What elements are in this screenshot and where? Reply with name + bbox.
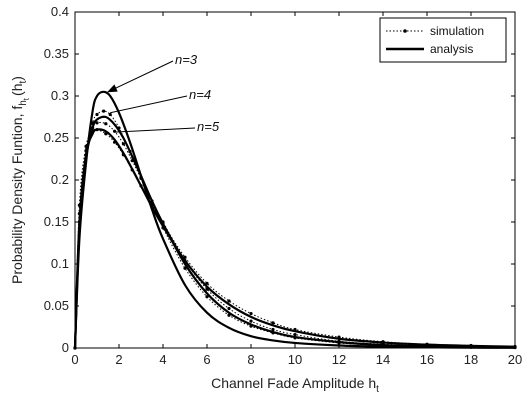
simulation-point-n3	[271, 331, 275, 335]
x-tick-label: 4	[159, 352, 166, 367]
simulation-point-n4	[130, 159, 134, 163]
simulation-line-n5	[74, 128, 516, 349]
simulation-point-n5	[91, 129, 95, 133]
simulation-point-n5	[271, 321, 275, 325]
simulation-point-n4	[337, 339, 341, 343]
simulation-point-n4	[104, 122, 108, 126]
y-tick-label: 0.2	[51, 172, 69, 187]
simulation-point-n4	[249, 319, 253, 323]
simulation-point-n3	[227, 313, 231, 317]
simulation-point-n3	[249, 324, 253, 328]
y-axis-title: Probability Density Funtion, fht(ht)	[9, 76, 31, 284]
y-tick-label: 0	[62, 340, 69, 355]
simulation-point-n4	[205, 287, 209, 291]
simulation-point-n4	[150, 199, 154, 203]
simulation-point-n5	[104, 132, 108, 136]
x-tick-label: 18	[464, 352, 478, 367]
simulation-point-n5	[84, 144, 88, 148]
x-tick-label: 14	[376, 352, 390, 367]
simulation-point-n5	[381, 340, 385, 344]
annotation-label: n=5	[197, 119, 220, 134]
y-tick-label: 0.05	[44, 298, 69, 313]
simulation-point-n3	[91, 121, 95, 125]
x-tick-label: 20	[508, 352, 522, 367]
y-axis-title-subsubscript: t	[22, 97, 31, 100]
x-tick-label: 16	[420, 352, 434, 367]
simulation-point-n5	[77, 203, 81, 207]
simulation-point-n3	[102, 109, 106, 113]
x-tick-label: 12	[332, 352, 346, 367]
simulation-point-n5	[183, 255, 187, 259]
x-tick-label: 0	[71, 352, 78, 367]
simulation-point-n3	[205, 295, 209, 299]
annotation-label: n=3	[175, 52, 198, 67]
x-tick-label: 8	[247, 352, 254, 367]
simulation-line-n3	[74, 110, 516, 349]
analysis-line-n3	[73, 90, 516, 349]
simulation-point-n4	[139, 176, 143, 180]
y-axis-title-arg-subscript: t	[18, 81, 29, 84]
annotation-arrow-n3	[107, 60, 174, 93]
simulation-point-n3	[117, 126, 121, 130]
x-tick-label: 10	[288, 352, 302, 367]
simulation-point-n5	[337, 335, 341, 339]
simulation-point-n5	[130, 168, 134, 172]
y-tick-label: 0.1	[51, 256, 69, 271]
y-tick-label: 0.3	[51, 88, 69, 103]
legend-simulation-marker	[403, 29, 407, 33]
simulation-point-n5	[150, 203, 154, 207]
simulation-point-n3	[183, 266, 187, 270]
simulation-point-n5	[293, 327, 297, 332]
y-axis-title-arg: (h	[9, 84, 25, 96]
y-axis-title-subscript: h	[18, 100, 29, 106]
simulation-line-n4	[74, 121, 516, 349]
simulation-point-n5	[249, 311, 253, 316]
annotation-arrow-n4	[110, 95, 188, 114]
series-layer	[73, 90, 517, 350]
simulation-point-n3	[108, 112, 112, 117]
y-axis-title-close: )	[9, 76, 25, 81]
simulation-point-n4	[121, 142, 125, 146]
simulation-point-n3	[161, 226, 165, 230]
annotation-layer: n=3 n=4 n=5	[107, 52, 220, 134]
simulation-point-n5	[121, 153, 125, 157]
legend-simulation-label: simulation	[430, 24, 484, 38]
simulation-point-n5	[95, 128, 99, 132]
x-tick-label: 2	[115, 352, 122, 367]
annotation-arrow-n5	[114, 127, 196, 133]
simulation-point-n4	[91, 126, 95, 130]
simulation-point-n5	[113, 140, 117, 144]
x-tick-label: 6	[203, 352, 210, 367]
x-axis-title: Channel Fade Amplitude ht	[211, 375, 379, 395]
simulation-point-n3	[293, 336, 297, 340]
simulation-point-n4	[271, 327, 275, 332]
x-axis-title-subscript: t	[376, 384, 379, 395]
simulation-point-n4	[183, 259, 187, 263]
plot-area	[74, 11, 516, 349]
legend-analysis-label: analysis	[430, 42, 473, 56]
y-tick-label: 0.35	[44, 46, 69, 61]
simulation-point-n5	[227, 299, 231, 303]
ticks-layer: 0 2 4 6 8 10 12 14 16 18 20 0 0.05 0.1 0.15 0.2 0.25 0.3 0…	[44, 4, 523, 367]
legend: simulation analysis	[379, 17, 507, 63]
simulation-point-n5	[139, 184, 143, 188]
y-tick-label: 0.4	[51, 4, 69, 19]
simulation-point-n3	[128, 149, 132, 154]
simulation-point-n5	[205, 281, 209, 285]
simulation-point-n3	[95, 112, 99, 117]
annotation-label: n=4	[189, 87, 211, 102]
y-tick-label: 0.15	[44, 214, 69, 229]
simulation-point-n4	[227, 306, 231, 311]
legend-box	[379, 17, 507, 63]
simulation-point-n4	[95, 121, 99, 125]
y-tick-label: 0.25	[44, 130, 69, 145]
simulation-point-n5	[161, 222, 165, 226]
simulation-point-n4	[293, 332, 297, 337]
